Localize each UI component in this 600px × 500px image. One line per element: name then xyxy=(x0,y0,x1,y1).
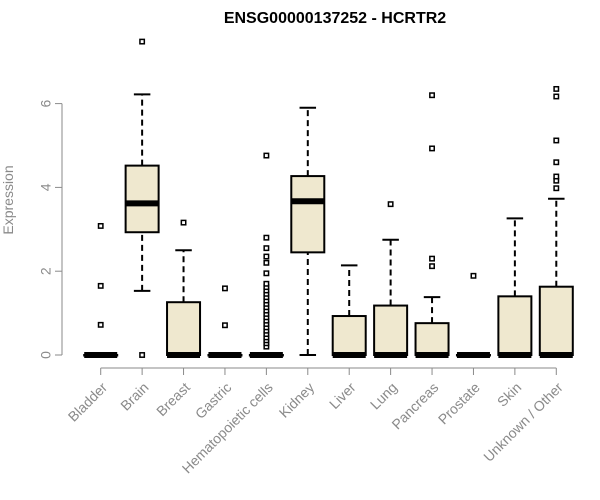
x-tick-label: Brain xyxy=(117,379,151,413)
box-breast xyxy=(166,219,202,358)
box-rect xyxy=(331,315,367,356)
outlier-point xyxy=(263,253,270,260)
x-tick-label: Skin xyxy=(494,379,525,410)
box-prostate xyxy=(455,272,491,358)
box-hematopoietic-cells xyxy=(248,152,284,358)
box-rect xyxy=(124,164,160,234)
outlier-point xyxy=(553,185,560,192)
x-tick-label: Unknown / Other xyxy=(480,379,566,465)
x-tick-label: Bladder xyxy=(65,379,111,425)
outlier-point xyxy=(553,159,560,166)
box-rect xyxy=(290,175,326,254)
box-rect xyxy=(166,301,202,356)
outlier-point xyxy=(429,255,435,262)
outlier-point xyxy=(222,285,228,292)
x-tick-label: Lung xyxy=(367,379,400,412)
outlier-point xyxy=(553,93,560,100)
box-liver xyxy=(331,264,367,358)
y-tick-label: 0 xyxy=(38,351,54,359)
box-kidney xyxy=(290,106,326,356)
box-unknown-other xyxy=(538,85,574,358)
outlier-point xyxy=(263,245,270,252)
outlier-point xyxy=(97,282,104,289)
outlier-point xyxy=(263,234,270,241)
y-axis: 0 2 4 6 xyxy=(38,99,63,359)
outlier-point xyxy=(263,152,270,159)
x-tick-label: Breast xyxy=(153,379,193,419)
outlier-point xyxy=(429,92,435,99)
box-bladder xyxy=(83,222,119,358)
outlier-point xyxy=(97,321,104,328)
outlier-point xyxy=(429,263,435,270)
y-tick-label: 4 xyxy=(38,183,54,191)
outlier-point xyxy=(263,270,270,277)
x-tick-label: Kidney xyxy=(276,379,318,421)
outlier-point xyxy=(180,219,187,226)
x-tick-label: Liver xyxy=(326,379,359,412)
box-brain xyxy=(124,38,160,358)
outlier-point xyxy=(263,280,270,287)
y-tick-label: 6 xyxy=(38,99,54,107)
outlier-point xyxy=(387,201,394,208)
box-rect xyxy=(538,285,574,356)
outlier-point xyxy=(139,352,146,358)
box-gastric xyxy=(207,285,243,358)
box-skin xyxy=(497,217,533,358)
box-pancreas xyxy=(414,92,450,358)
outlier-point xyxy=(429,145,435,152)
y-axis-label: Expression xyxy=(0,165,16,234)
chart-title: ENSG00000137252 - HCRTR2 xyxy=(224,10,446,27)
outlier-point xyxy=(553,137,560,144)
outlier-point xyxy=(139,38,146,45)
y-tick-label: 2 xyxy=(38,267,54,275)
outlier-point xyxy=(553,173,560,180)
box-lung xyxy=(373,201,409,358)
outlier-point xyxy=(97,222,104,229)
outlier-point xyxy=(263,259,270,266)
outlier-point xyxy=(553,85,560,92)
outlier-point xyxy=(470,272,477,279)
box-rect xyxy=(414,322,450,357)
x-tick-label: Prostate xyxy=(435,379,483,427)
box-rect xyxy=(497,295,533,356)
box-series xyxy=(83,38,574,358)
box-rect xyxy=(373,304,409,357)
outlier-point xyxy=(222,322,228,329)
